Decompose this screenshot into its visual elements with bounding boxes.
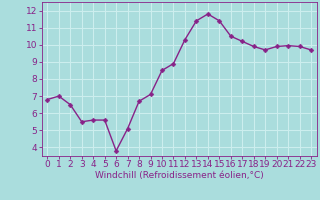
X-axis label: Windchill (Refroidissement éolien,°C): Windchill (Refroidissement éolien,°C) bbox=[95, 171, 264, 180]
